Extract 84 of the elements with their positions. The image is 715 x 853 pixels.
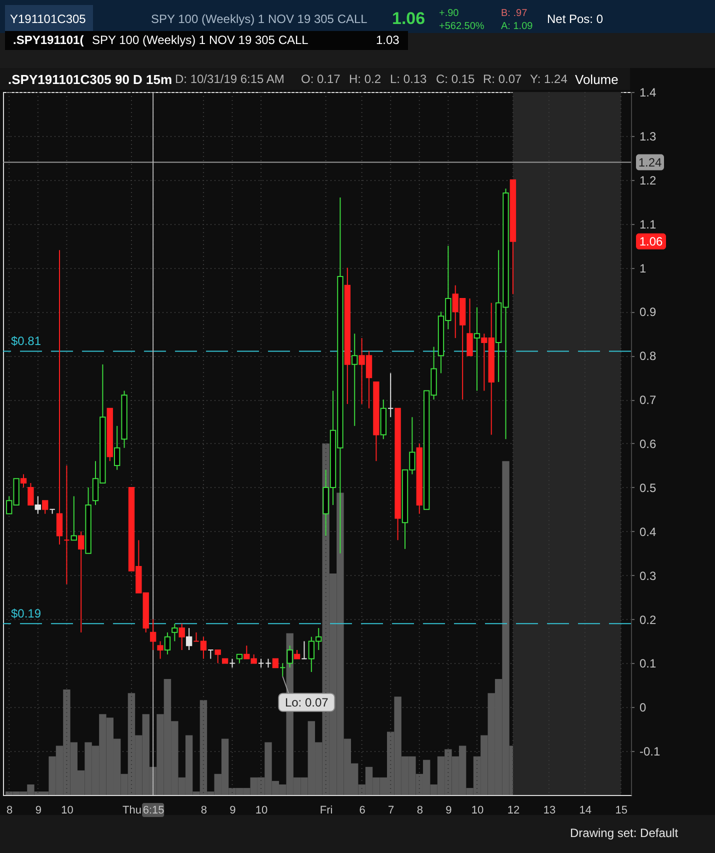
text: A: 1.09 [501,21,534,32]
candlestick [388,372,394,418]
candlestick [301,640,308,660]
candlestick [208,650,214,660]
annotation: Lo: 0.07 [284,695,329,710]
candlestick [164,632,171,655]
text: Y: 1.24 [530,72,568,86]
y-tick-label: -0.1 [640,744,661,759]
x-tick-label: Thu [122,804,142,816]
text: B: .97 [501,8,528,19]
text: .SPY191101( [13,33,84,47]
candlestick [78,530,84,633]
y-tick-label: 1 [640,261,646,276]
candlestick [150,618,156,651]
x-tick-label: 12 [507,804,520,816]
x-tick-label: Fri [320,804,333,816]
y-tick-label: 0.3 [640,568,657,583]
x-tick-label: 10 [255,804,268,816]
text: C: 0.15 [436,72,476,86]
text: R: 0.07 [483,72,522,86]
text: +.90 [439,8,460,19]
x-tick-label: 6 [359,804,366,816]
y-tick-label: 0.6 [640,437,657,451]
text: Drawing set: Default [570,826,679,840]
x-tick-label: 8 [200,804,208,816]
text: 1.03 [376,33,400,47]
y-tick-label: 1.2 [640,173,657,188]
candlestick [20,474,27,488]
y-tick-label: 0 [640,700,646,715]
ref-line-label: $0.81 [11,334,42,348]
y-tick-label: 0.9 [640,305,657,320]
x-tick-label: 9 [230,804,236,816]
text: D: 10/31/19 6:15 AM [175,72,284,86]
x-tick-label: 14 [579,804,592,816]
x-tick-label: 8 [416,804,423,816]
x-tick-label: 13 [543,804,556,816]
text: Net Pos: 0 [547,12,604,26]
candlestick [178,623,185,651]
candlestick [474,306,480,392]
chart-title: Volume [575,72,618,87]
x-tick-label: 6:15 [142,804,164,816]
candlestick [172,623,178,642]
candlestick [214,650,221,664]
y-tick-label: 0.4 [640,524,657,539]
chart-title: .SPY191101C305 90 D 15m [8,72,172,87]
candlestick [64,464,70,585]
text: O: 0.17 [301,72,341,86]
text: 1.06 [392,9,426,28]
candlestick [56,250,63,546]
x-tick-label: 7 [388,804,394,816]
candlestick [466,298,473,356]
y-tick-label: 0.2 [640,612,657,627]
text: Y191101C305 [10,12,86,26]
y-tick-label: 1.1 [640,217,657,232]
candlestick [157,640,164,660]
text: SPY 100 (Weeklys) 1 NOV 19 305 CALL [151,12,368,26]
candlestick [280,662,286,677]
x-tick-label: 10 [471,804,484,816]
y-tick-label: 0.7 [640,393,657,408]
x-tick-label: 8 [6,804,13,816]
y-tick-label: 1.4 [640,86,657,100]
candlestick [34,496,41,514]
candlestick [186,628,192,651]
text: L: 0.13 [390,72,428,86]
text: 1.06 [639,234,663,248]
candlestick [42,500,48,514]
y-tick-label: 1.3 [640,129,657,144]
x-tick-label: 15 [615,804,628,816]
text: +562.50% [439,21,484,32]
x-tick-label: 9 [446,804,452,816]
x-tick-label: 10 [61,804,74,816]
ref-line-label: 1.24 [638,155,662,170]
candlestick [70,496,77,541]
text: SPY 100 (Weeklys) 1 NOV 19 305 CALL [92,33,309,47]
ref-line-label: $0.19 [11,606,42,621]
candlestick [352,333,358,426]
y-tick-label: 0.5 [640,480,657,495]
candlestick [286,645,293,668]
candlestick [28,482,34,506]
text: H: 0.2 [349,72,382,86]
y-tick-label: 0.8 [640,349,657,364]
x-tick-label: 9 [35,804,42,816]
candlestick [114,425,120,470]
y-tick-label: 0.1 [640,656,657,671]
